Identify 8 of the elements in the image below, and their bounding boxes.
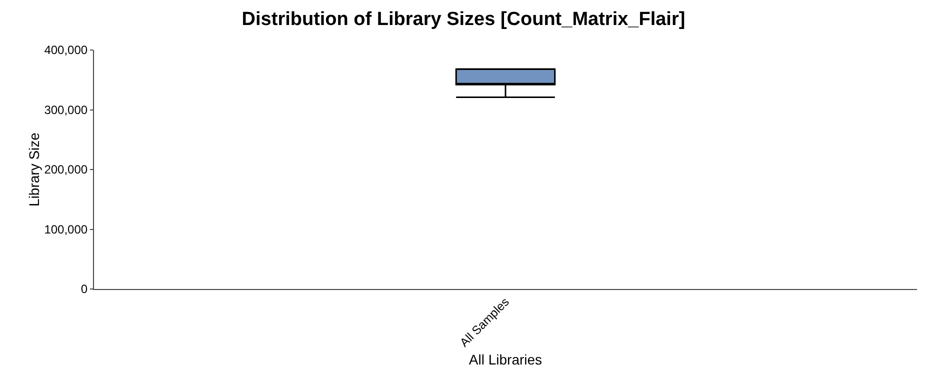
- y-axis-title: Library Size: [26, 132, 42, 206]
- y-tick-label: 0: [80, 282, 88, 296]
- y-tick-label: 200,000: [44, 162, 88, 177]
- y-tick-label: 400,000: [44, 43, 88, 58]
- x-axis-title: All Libraries: [468, 352, 542, 368]
- y-tick-label: 100,000: [44, 222, 88, 236]
- y-tick-label: 300,000: [44, 102, 88, 117]
- chart-title: Distribution of Library Sizes [Count_Matrix_Flair]: [242, 8, 686, 30]
